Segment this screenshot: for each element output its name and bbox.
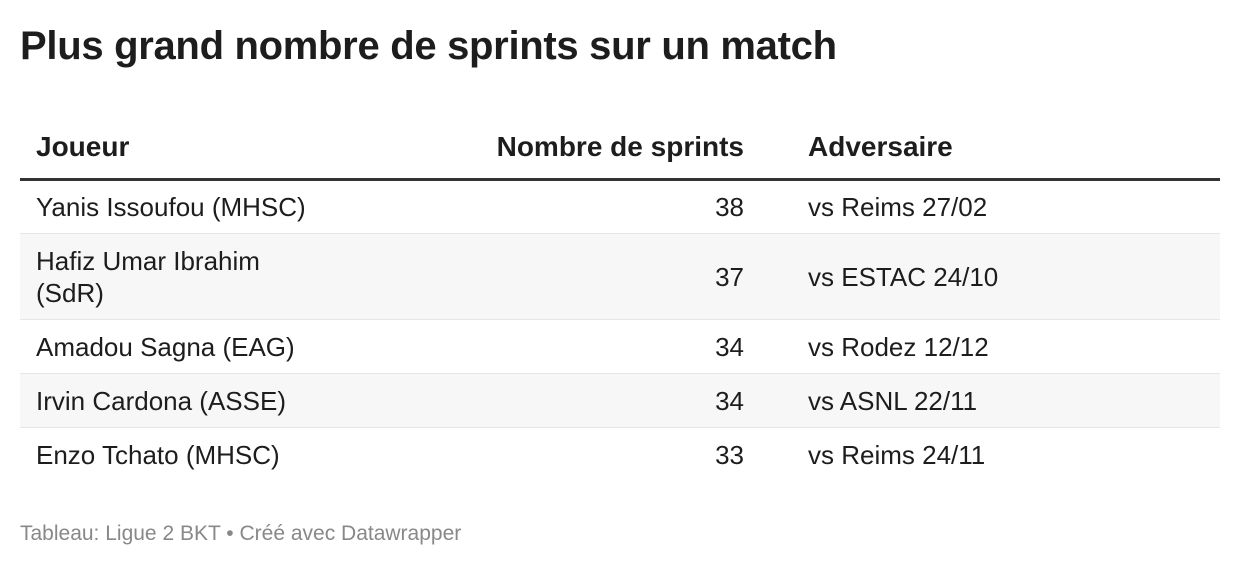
source-label: Tableau: Ligue 2 BKT (20, 522, 221, 545)
footer-separator: • (226, 522, 234, 545)
chart-footer: Tableau: Ligue 2 BKT • Créé avec Datawra… (20, 522, 461, 546)
table-row: Enzo Tchato (MHSC) 33 vs Reims 24/11 (20, 428, 1220, 482)
opponent-cell: vs ESTAC 24/10 (744, 233, 1220, 320)
table-row: Hafiz Umar Ibrahim (SdR) 37 vs ESTAC 24/… (20, 233, 1220, 320)
opponent-cell: vs Reims 27/02 (744, 179, 1220, 234)
table-header-row: Joueur Nombre de sprints Adversaire (20, 116, 1220, 181)
player-cell: Amadou Sagna (EAG) (20, 319, 460, 374)
sprints-table: Joueur Nombre de sprints Adversaire Yani… (20, 116, 1220, 482)
opponent-cell: vs Reims 24/11 (808, 439, 986, 470)
sprints-cell: 37 (460, 233, 744, 320)
player-name: Enzo Tchato (MHSC) (36, 439, 280, 470)
player-name: Irvin Cardona (ASSE) (36, 385, 286, 416)
player-name: Yanis Issoufou (MHSC) (36, 192, 306, 222)
column-header-sprints: Nombre de sprints (460, 116, 744, 181)
sprints-cell: 38 (460, 179, 744, 234)
credit-link[interactable]: Créé avec Datawrapper (239, 522, 462, 545)
table-row: Irvin Cardona (ASSE) 34 vs ASNL 22/11 (20, 373, 1220, 428)
sprints-cell: 33 (715, 439, 744, 470)
player-cell: Yanis Issoufou (MHSC) (20, 179, 460, 234)
column-header-opponent: Adversaire (744, 116, 1220, 181)
table-row: Amadou Sagna (EAG) 34 vs Rodez 12/12 (20, 319, 1220, 374)
table-row: Yanis Issoufou (MHSC) 38 vs Reims 27/02 (20, 179, 1220, 234)
opponent-cell: vs ASNL 22/11 (744, 373, 1220, 428)
player-name: Hafiz Umar Ibrahim (SdR) (36, 245, 260, 308)
player-name: Amadou Sagna (EAG) (36, 331, 295, 362)
player-cell: Irvin Cardona (ASSE) (20, 373, 460, 428)
player-cell: Hafiz Umar Ibrahim (SdR) (20, 233, 460, 320)
chart-title: Plus grand nombre de sprints sur un matc… (20, 24, 837, 68)
opponent-cell: vs Rodez 12/12 (744, 319, 1220, 374)
sprints-cell: 34 (460, 373, 744, 428)
column-header-player: Joueur (20, 116, 460, 181)
player-cell: Enzo Tchato (MHSC) (20, 428, 460, 482)
sprints-cell: 34 (460, 319, 744, 374)
